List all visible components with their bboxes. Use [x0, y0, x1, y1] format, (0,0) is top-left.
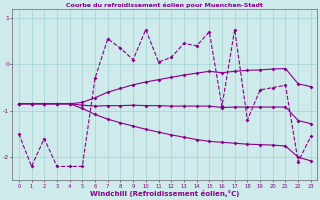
Title: Courbe du refroidissement éolien pour Muenchen-Stadt: Courbe du refroidissement éolien pour Mu… — [67, 3, 263, 8]
X-axis label: Windchill (Refroidissement éolien,°C): Windchill (Refroidissement éolien,°C) — [90, 190, 240, 197]
